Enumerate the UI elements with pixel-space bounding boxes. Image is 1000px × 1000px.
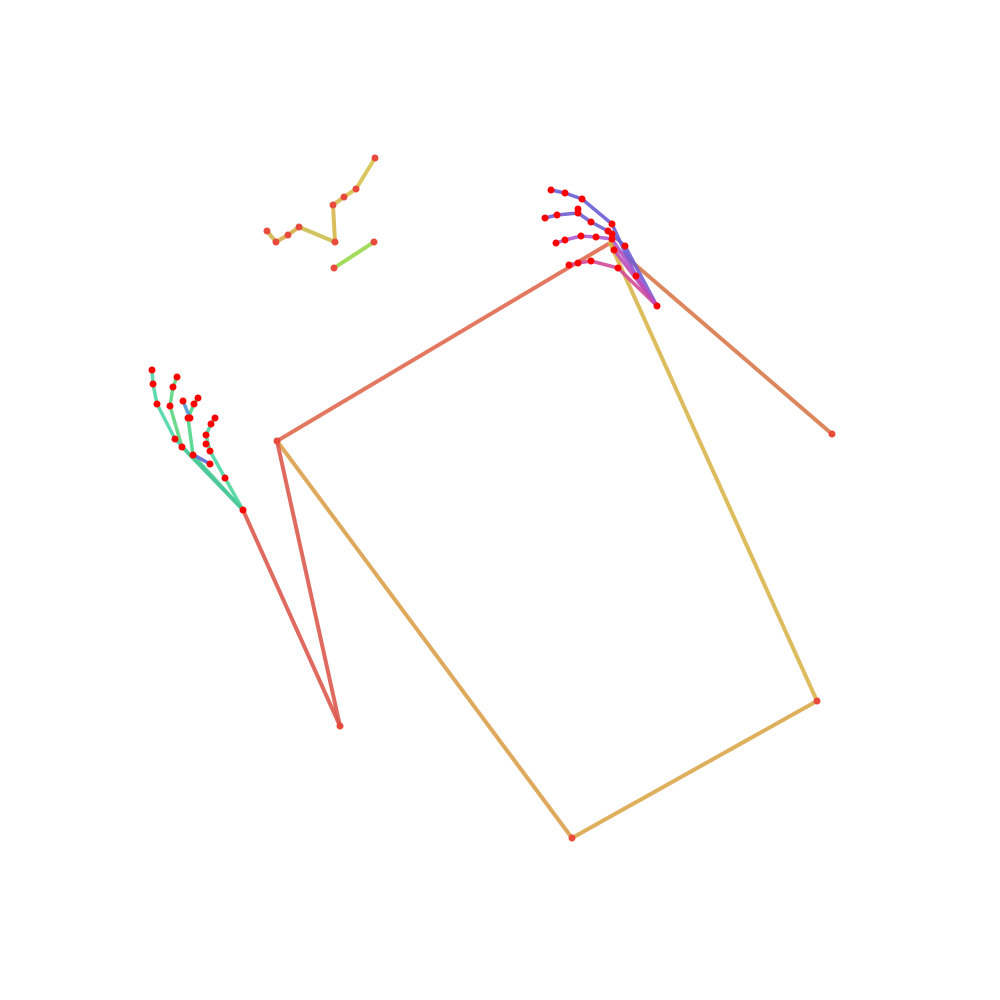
left-hand-bone-14 [173, 437, 245, 512]
left-hand-joint-9 [189, 451, 197, 459]
left-hand-joint-20 [148, 366, 156, 374]
right-hand-joint-17 [552, 239, 560, 247]
right-hand-bone-3 [580, 197, 614, 226]
body-bone-4 [570, 699, 819, 840]
face-joint-10 [370, 238, 378, 246]
right-hand-bone-10 [555, 211, 580, 217]
face-joint-5 [331, 238, 339, 246]
left-hand-joint-5 [202, 440, 210, 448]
face-bone-4 [331, 203, 337, 244]
left-hand-joint-21 [179, 397, 187, 405]
right-hand-joint-22 [610, 246, 618, 254]
left-hand-joint-8 [211, 414, 219, 422]
right-hand-joint-7 [621, 242, 629, 250]
body-bone-7 [241, 508, 342, 728]
left-hand-joint-2 [221, 474, 229, 482]
right-hand-joint-14 [592, 233, 600, 241]
face-joint-2 [352, 185, 360, 193]
left-hand-bone-2 [208, 449, 227, 480]
left-hand-bone-11 [168, 404, 184, 449]
body-joint-4 [568, 834, 576, 842]
right-hand-joint-24 [608, 230, 616, 238]
right-hand-joint-12 [541, 214, 549, 222]
skeleton-joints [148, 154, 836, 842]
right-hand-joint-3 [608, 220, 616, 228]
face-bone-5 [297, 225, 337, 244]
face-joint-3 [340, 193, 348, 201]
left-hand-bone-15 [155, 402, 177, 441]
body-bone-3 [608, 241, 819, 703]
right-hand-joint-1 [653, 302, 661, 310]
right-hand-bone-18 [589, 259, 620, 270]
left-hand-joint-12 [194, 394, 202, 402]
body-bone-2 [608, 241, 834, 436]
left-hand-joint-6 [202, 431, 210, 439]
right-hand-joint-9 [587, 218, 595, 226]
left-hand-joint-18 [153, 400, 161, 408]
body-joint-5 [336, 722, 344, 730]
face-joint-1 [371, 154, 379, 162]
left-hand-joint-3 [206, 460, 214, 468]
left-hand-joint-13 [178, 443, 186, 451]
left-hand-joint-16 [173, 373, 181, 381]
right-hand-joint-20 [574, 259, 582, 267]
right-hand-joint-11 [553, 211, 561, 219]
left-hand-joint-15 [169, 383, 177, 391]
body-joint-1 [273, 437, 281, 445]
face-joint-6 [295, 223, 303, 231]
body-bone-5 [275, 439, 574, 840]
right-hand-joint-23 [574, 205, 582, 213]
right-hand-joint-16 [561, 236, 569, 244]
right-hand-joint-6 [547, 186, 555, 194]
right-hand-joint-19 [587, 257, 595, 265]
right-hand-joint-13 [608, 235, 616, 243]
right-hand-joint-21 [565, 261, 573, 269]
face-joint-4 [329, 201, 337, 209]
left-hand-joint-1 [239, 506, 247, 514]
face-joint-9 [263, 227, 271, 235]
left-hand-joint-22 [186, 414, 194, 422]
left-hand-joint-11 [190, 400, 198, 408]
right-hand-joint-4 [578, 195, 586, 203]
skeleton-bones [150, 156, 834, 840]
face-joint-7 [284, 231, 292, 239]
left-hand-joint-7 [207, 420, 215, 428]
left-hand-joint-19 [149, 380, 157, 388]
body-bone-1 [275, 241, 612, 443]
face-joint-11 [330, 264, 338, 272]
right-hand-joint-18 [614, 264, 622, 272]
right-hand-joint-15 [577, 232, 585, 240]
left-hand-joint-14 [166, 402, 174, 410]
right-hand-joint-5 [561, 189, 569, 197]
left-hand-joint-4 [206, 447, 214, 455]
left-hand-joint-17 [171, 435, 179, 443]
body-bone-6 [275, 439, 342, 728]
face-joint-8 [272, 238, 280, 246]
body-joint-2 [828, 430, 836, 438]
left-hand-bone-7 [186, 416, 195, 457]
right-hand-joint-2 [632, 272, 640, 280]
face-bone-1 [354, 156, 377, 191]
body-joint-3 [813, 697, 821, 705]
face-bone-9 [332, 240, 376, 270]
